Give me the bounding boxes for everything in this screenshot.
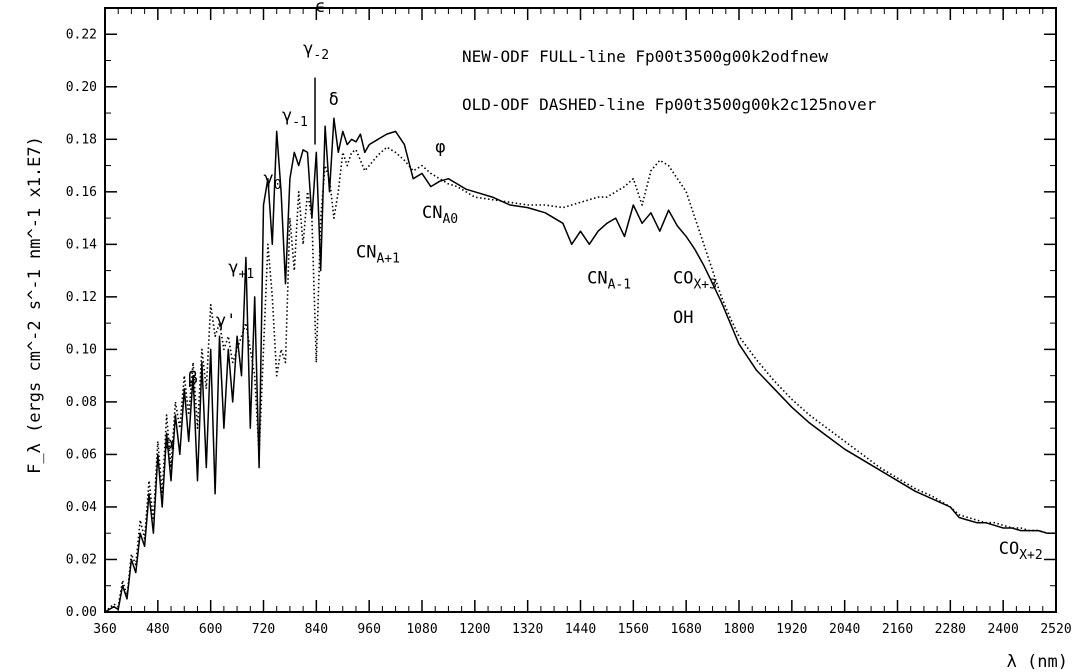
x-tick-label: 1320 [512, 622, 543, 637]
x-tick-label: 1440 [565, 622, 596, 637]
legend: NEW-ODF FULL-line Fp00t3500g00k2odfnew O… [462, 47, 877, 114]
x-tick-label: 2040 [829, 622, 860, 637]
y-tick-label: 0.10 [66, 342, 97, 357]
legend-entry-new-odf: NEW-ODF FULL-line Fp00t3500g00k2odfnew [462, 47, 828, 66]
x-tick-label: 600 [199, 622, 222, 637]
series-line-dotted [105, 147, 1056, 612]
x-tick-label: 1800 [723, 622, 754, 637]
annotation-oh: OH [673, 308, 693, 328]
annotation-gamma-minus2: γ-2 [303, 39, 329, 63]
annotation-alpha: α [164, 434, 174, 454]
y-axis-title: F_λ (ergs cm^-2 s^-1 nm^-1 x1.E7) [25, 136, 45, 474]
x-tick-label: 1560 [618, 622, 649, 637]
x-axis-title: λ (nm) [1007, 652, 1068, 672]
x-tick-label: 2400 [988, 622, 1019, 637]
x-tick-label: 1680 [671, 622, 702, 637]
annotation-epsilon: ϵ [315, 0, 325, 17]
x-tick-label: 960 [357, 622, 380, 637]
y-tick-label: 0.14 [66, 237, 97, 252]
annotation-gamma-minus1: γ-1 [282, 106, 308, 130]
y-tick-label: 0.22 [66, 27, 97, 42]
x-tick-label: 360 [93, 622, 116, 637]
x-tick-label: 720 [252, 622, 275, 637]
x-tick-label: 1200 [459, 622, 490, 637]
annotation-gamma-plus1: γ+1 [228, 258, 254, 282]
y-tick-label: 0.08 [66, 395, 97, 410]
annotation-co-x-plus2: COX+2 [999, 539, 1043, 563]
y-tick-label: 0.04 [66, 500, 97, 515]
x-tick-label: 2520 [1040, 622, 1071, 637]
x-tick-label: 1920 [776, 622, 807, 637]
annotation-cn-a0: CNA0 [422, 203, 458, 227]
y-tick-label: 0.12 [66, 290, 97, 305]
annotation-delta: δ [329, 90, 339, 110]
y-tick-label: 0.20 [66, 80, 97, 95]
x-tick-label: 2280 [935, 622, 966, 637]
annotation-co-x-plus3: COX+3 [673, 269, 717, 293]
y-tick-label: 0.18 [66, 132, 97, 147]
y-tick-label: 0.06 [66, 447, 97, 462]
y-tick-label: 0.16 [66, 185, 97, 200]
y-tick-label: 0.02 [66, 552, 97, 567]
x-tick-label: 480 [146, 622, 169, 637]
legend-entry-old-odf: OLD-ODF DASHED-line Fp00t3500g00k2c125no… [462, 95, 877, 114]
y-ticks: 0.00 0.02 0.04 0.06 0.08 0.10 0.12 0.14 0.16 0.18… [66, 27, 1056, 620]
x-tick-label: 2160 [882, 622, 913, 637]
annotation-phi: φ [435, 137, 445, 157]
series-line-solid [105, 118, 1056, 612]
series-layer [105, 118, 1056, 612]
annotation-cn-a-plus1: CNA+1 [356, 242, 400, 266]
y-tick-label: 0.00 [66, 605, 97, 620]
annotation-beta: β [188, 369, 198, 389]
x-tick-label: 840 [305, 622, 328, 637]
annotation-gamma-prime: γ' [216, 311, 236, 331]
x-tick-label: 1080 [406, 622, 437, 637]
annotation-cn-a-minus1: CNA-1 [587, 269, 631, 293]
